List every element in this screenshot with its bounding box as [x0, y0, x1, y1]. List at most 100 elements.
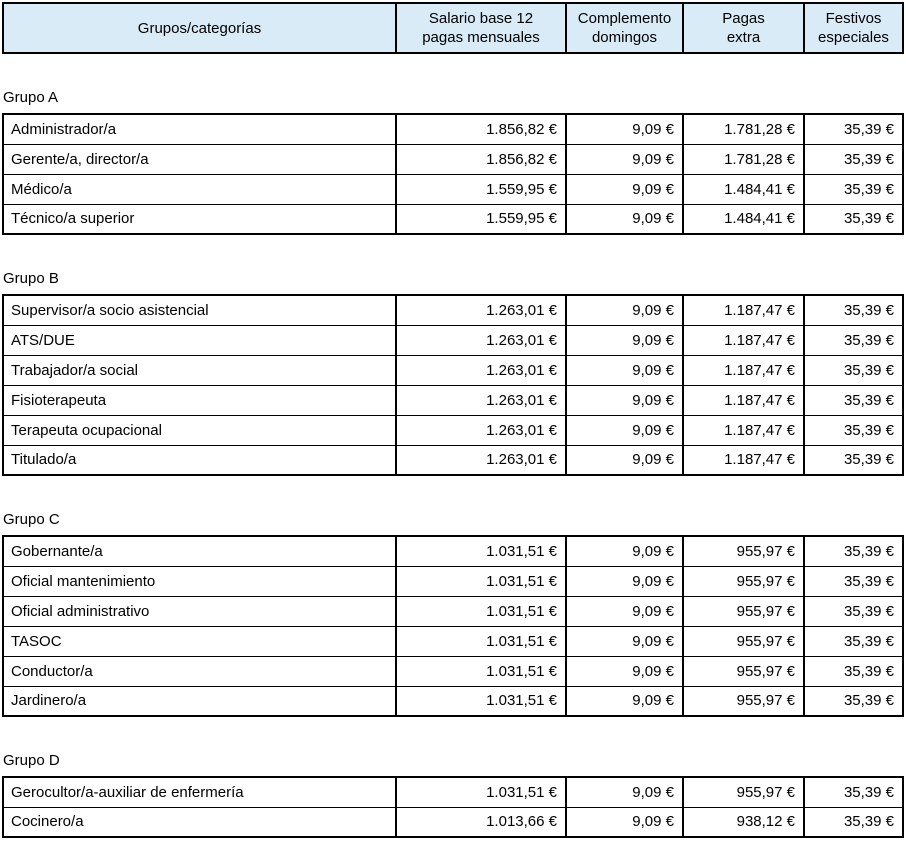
value-cell: 35,39 € — [803, 444, 904, 476]
value-cell: 35,39 € — [803, 324, 904, 356]
col-header-grupos-categorias: Grupos/categorías — [2, 2, 397, 54]
table-row: Trabajador/a social 1.263,01 €9,09 €1.187… — [2, 354, 904, 386]
value-cell: 1.031,51 € — [395, 595, 567, 627]
table-row: Conductor/a 1.031,51 €9,09 €955,97 €35,39… — [2, 655, 904, 687]
value-cell: 1.263,01 € — [395, 384, 567, 416]
value-cell: 1.263,01 € — [395, 354, 567, 386]
group-label: Grupo C — [3, 511, 60, 528]
groups-container: Grupo A Administrador/a 1.856,82 €9,09 €1.… — [2, 90, 904, 838]
value-cell: 9,09 € — [565, 173, 684, 205]
value-cell: 1.187,47 € — [682, 294, 805, 326]
value-cell: 1.484,41 € — [682, 173, 805, 205]
value-cell: 955,97 € — [682, 565, 805, 597]
table-row: TASOC 1.031,51 €9,09 €955,97 €35,39 € — [2, 625, 904, 657]
value-cell: 35,39 € — [803, 113, 904, 145]
value-cell: 35,39 € — [803, 625, 904, 657]
value-cell: 1.013,66 € — [395, 806, 567, 838]
value-cell: 1.187,47 € — [682, 414, 805, 446]
group-table: Gerocultor/a-auxiliar de enfermería 1.031… — [2, 776, 904, 838]
value-cell: 9,09 € — [565, 354, 684, 386]
value-cell: 9,09 € — [565, 655, 684, 687]
category-cell: Fisioterapeuta — [2, 384, 397, 416]
value-cell: 9,09 € — [565, 806, 684, 838]
value-cell: 1.263,01 € — [395, 444, 567, 476]
category-cell: Gobernante/a — [2, 535, 397, 567]
value-cell: 35,39 € — [803, 203, 904, 235]
group-label: Grupo A — [3, 89, 59, 106]
table-row: Oficial administrativo 1.031,51 €9,09 €95… — [2, 595, 904, 627]
value-cell: 1.263,01 € — [395, 324, 567, 356]
value-cell: 955,97 € — [682, 625, 805, 657]
group-table: Administrador/a 1.856,82 €9,09 €1.781,28 … — [2, 113, 904, 235]
value-cell: 1.856,82 € — [395, 113, 567, 145]
col-header-festivos-especiales: Festivos especiales — [803, 2, 904, 54]
col-header-salario-base: Salario base 12 pagas mensuales — [395, 2, 567, 54]
table-row: Supervisor/a socio asistencial 1.263,01 €… — [2, 294, 904, 326]
value-cell: 9,09 € — [565, 565, 684, 597]
value-cell: 955,97 € — [682, 595, 805, 627]
value-cell: 9,09 € — [565, 776, 684, 808]
category-cell: Oficial mantenimiento — [2, 565, 397, 597]
value-cell: 35,39 € — [803, 806, 904, 838]
category-cell: Gerente/a, director/a — [2, 143, 397, 175]
value-cell: 35,39 € — [803, 685, 904, 717]
value-cell: 1.031,51 € — [395, 565, 567, 597]
col-header-pagas-extra: Pagas extra — [682, 2, 805, 54]
value-cell: 1.559,95 € — [395, 173, 567, 205]
value-cell: 1.031,51 € — [395, 625, 567, 657]
value-cell: 1.187,47 € — [682, 354, 805, 386]
value-cell: 1.031,51 € — [395, 776, 567, 808]
table-row: Terapeuta ocupacional 1.263,01 €9,09 €1.1… — [2, 414, 904, 446]
table-row: Fisioterapeuta 1.263,01 €9,09 €1.187,47 €… — [2, 384, 904, 416]
value-cell: 1.187,47 € — [682, 444, 805, 476]
value-cell: 9,09 € — [565, 414, 684, 446]
value-cell: 1.187,47 € — [682, 324, 805, 356]
category-cell: Jardinero/a — [2, 685, 397, 717]
table-row: Cocinero/a 1.013,66 €9,09 €938,12 €35,39 … — [2, 806, 904, 838]
value-cell: 35,39 € — [803, 354, 904, 386]
value-cell: 9,09 € — [565, 625, 684, 657]
table-row: ATS/DUE 1.263,01 €9,09 €1.187,47 €35,39 € — [2, 324, 904, 356]
value-cell: 35,39 € — [803, 294, 904, 326]
value-cell: 9,09 € — [565, 384, 684, 416]
category-cell: Cocinero/a — [2, 806, 397, 838]
table-row: Gerocultor/a-auxiliar de enfermería 1.031… — [2, 776, 904, 808]
value-cell: 9,09 € — [565, 294, 684, 326]
category-cell: Oficial administrativo — [2, 595, 397, 627]
value-cell: 955,97 € — [682, 535, 805, 567]
value-cell: 35,39 € — [803, 173, 904, 205]
value-cell: 1.781,28 € — [682, 113, 805, 145]
value-cell: 1.781,28 € — [682, 143, 805, 175]
table-row: Titulado/a 1.263,01 €9,09 €1.187,47 €35,3… — [2, 444, 904, 476]
value-cell: 1.484,41 € — [682, 203, 805, 235]
value-cell: 955,97 € — [682, 776, 805, 808]
category-cell: Técnico/a superior — [2, 203, 397, 235]
value-cell: 35,39 € — [803, 595, 904, 627]
value-cell: 9,09 € — [565, 444, 684, 476]
category-cell: Supervisor/a socio asistencial — [2, 294, 397, 326]
category-cell: Conductor/a — [2, 655, 397, 687]
group-table: Gobernante/a 1.031,51 €9,09 €955,97 €35,3… — [2, 535, 904, 717]
category-cell: TASOC — [2, 625, 397, 657]
value-cell: 1.187,47 € — [682, 384, 805, 416]
value-cell: 1.031,51 € — [395, 685, 567, 717]
value-cell: 1.031,51 € — [395, 535, 567, 567]
value-cell: 35,39 € — [803, 384, 904, 416]
value-cell: 1.031,51 € — [395, 655, 567, 687]
table-row: Oficial mantenimiento 1.031,51 €9,09 €955… — [2, 565, 904, 597]
value-cell: 9,09 € — [565, 203, 684, 235]
group-table: Supervisor/a socio asistencial 1.263,01 €… — [2, 294, 904, 476]
category-cell: Titulado/a — [2, 444, 397, 476]
table-row: Médico/a 1.559,95 €9,09 €1.484,41 €35,39 … — [2, 173, 904, 205]
value-cell: 35,39 € — [803, 565, 904, 597]
value-cell: 1.559,95 € — [395, 203, 567, 235]
value-cell: 9,09 € — [565, 685, 684, 717]
value-cell: 955,97 € — [682, 655, 805, 687]
table-row: Administrador/a 1.856,82 €9,09 €1.781,28 … — [2, 113, 904, 145]
category-cell: Administrador/a — [2, 113, 397, 145]
table-row: Técnico/a superior 1.559,95 €9,09 €1.484,… — [2, 203, 904, 235]
value-cell: 35,39 € — [803, 414, 904, 446]
value-cell: 9,09 € — [565, 143, 684, 175]
category-cell: Terapeuta ocupacional — [2, 414, 397, 446]
value-cell: 9,09 € — [565, 113, 684, 145]
